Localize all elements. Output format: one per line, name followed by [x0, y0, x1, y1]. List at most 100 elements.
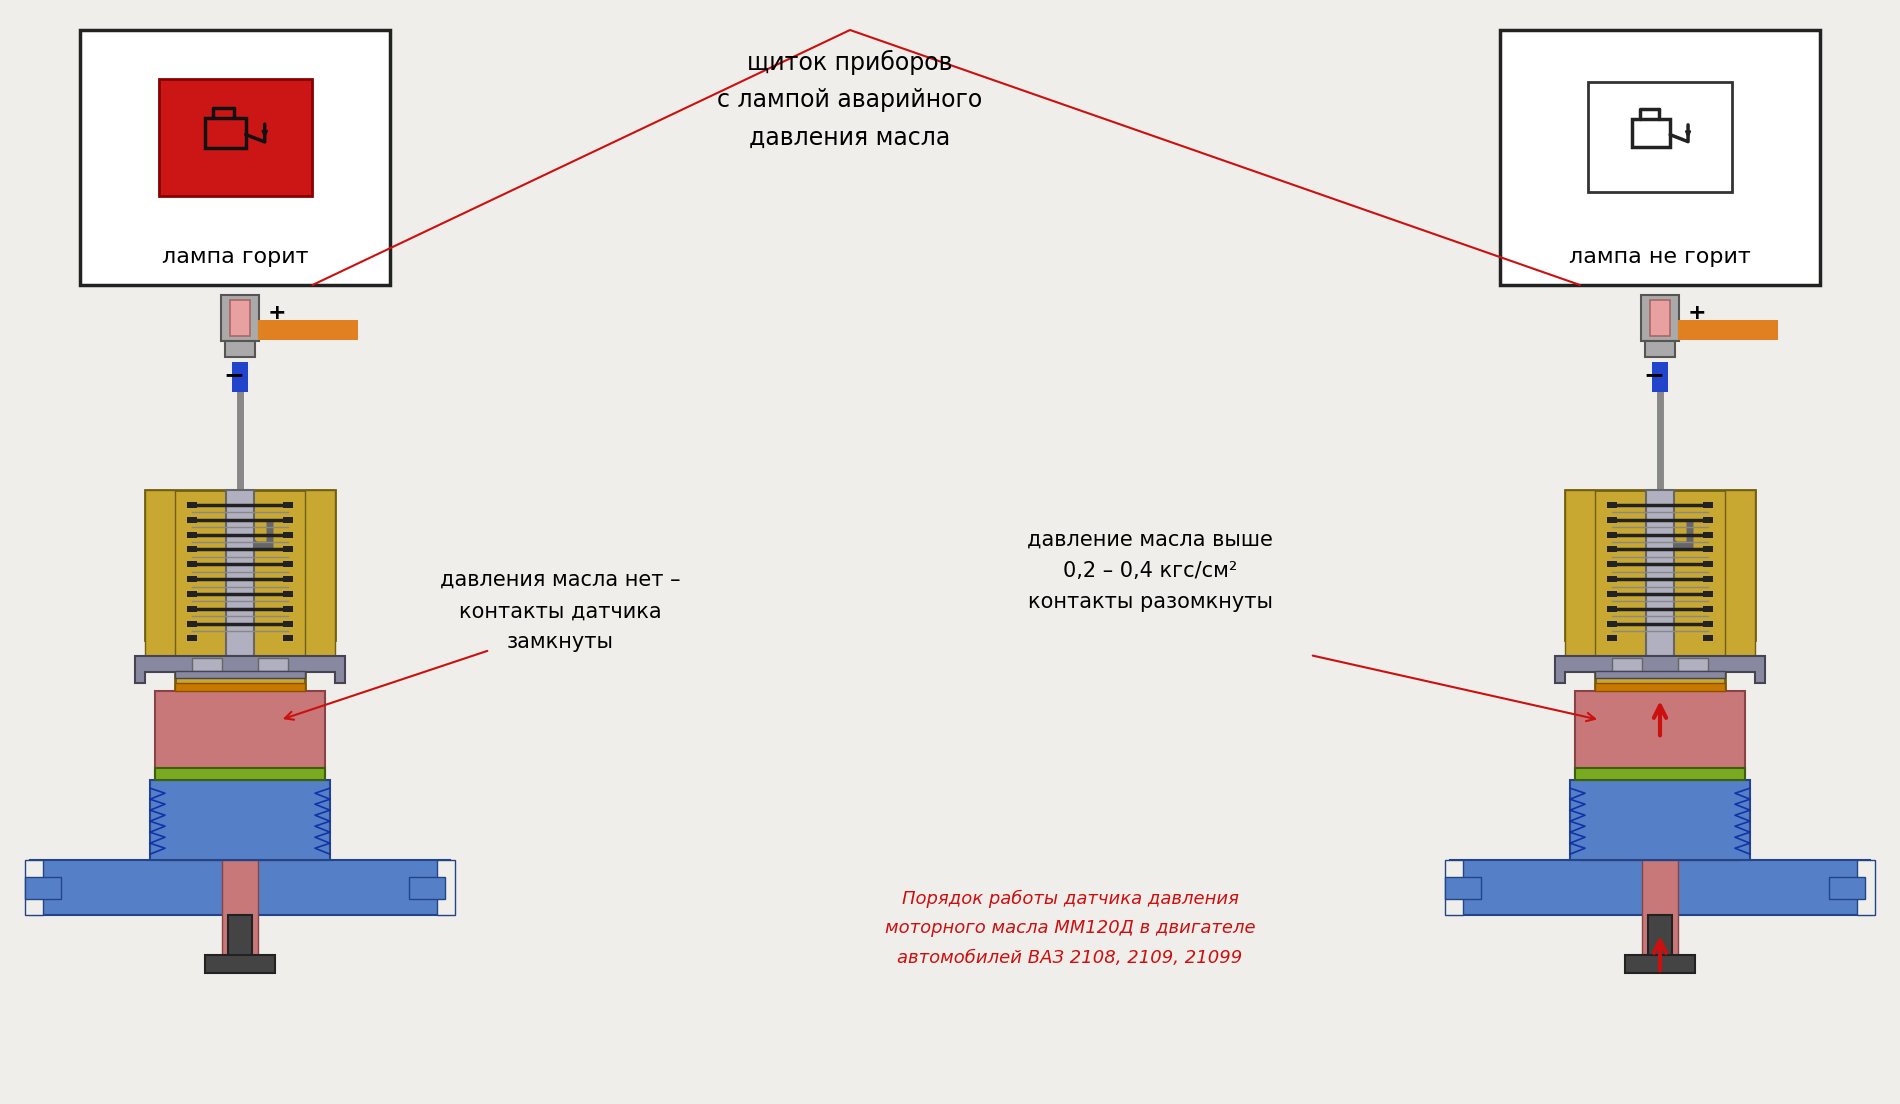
Bar — [1702, 636, 1714, 641]
Bar — [437, 860, 454, 915]
Bar — [1645, 490, 1674, 656]
Bar — [1632, 119, 1670, 147]
Bar — [1446, 877, 1480, 899]
Bar — [1702, 502, 1714, 508]
Text: Порядок работы датчика давления
моторного масла ММ120Д в двигателе
автомобилей В: Порядок работы датчика давления моторног… — [885, 890, 1256, 967]
Bar — [1651, 362, 1668, 392]
Bar — [1642, 295, 1680, 340]
Bar — [1594, 683, 1725, 691]
Bar — [1702, 561, 1714, 567]
Bar — [1611, 658, 1642, 671]
Bar — [175, 683, 306, 691]
Bar — [1830, 877, 1866, 899]
Bar — [30, 860, 450, 915]
Bar — [186, 591, 198, 597]
Text: давление масла выше
0,2 – 0,4 кгс/см²
контакты разомкнуты: давление масла выше 0,2 – 0,4 кгс/см² ко… — [1028, 530, 1273, 613]
Bar — [205, 955, 276, 974]
Bar — [230, 300, 251, 336]
Bar — [150, 781, 331, 860]
Bar — [186, 502, 198, 508]
Polygon shape — [262, 130, 268, 137]
Bar — [1607, 576, 1617, 582]
Text: лампа горит: лампа горит — [162, 247, 308, 267]
Bar — [1607, 532, 1617, 538]
Bar — [80, 30, 389, 285]
Bar — [1607, 606, 1617, 612]
Bar — [160, 691, 319, 860]
Polygon shape — [144, 490, 334, 720]
Bar — [1575, 768, 1744, 781]
Bar — [186, 561, 198, 567]
Polygon shape — [1566, 490, 1756, 720]
Bar — [1607, 517, 1617, 523]
Bar — [283, 517, 293, 523]
Bar — [1588, 82, 1733, 192]
Bar — [192, 658, 222, 671]
Bar — [306, 490, 334, 656]
Bar — [1702, 576, 1714, 582]
Bar — [186, 576, 198, 582]
Bar — [205, 118, 245, 148]
Bar — [1566, 490, 1594, 656]
Bar — [1702, 620, 1714, 627]
Text: щиток приборов
с лампой аварийного
давления масла: щиток приборов с лампой аварийного давле… — [718, 50, 982, 150]
Bar — [283, 636, 293, 641]
Bar — [1642, 860, 1678, 960]
Bar — [1725, 490, 1756, 656]
Bar — [220, 295, 258, 340]
Bar — [1607, 561, 1617, 567]
Bar — [258, 658, 289, 671]
Bar — [175, 671, 306, 678]
Bar — [1702, 591, 1714, 597]
Bar — [226, 490, 255, 656]
Bar — [228, 915, 253, 960]
Bar — [1607, 636, 1617, 641]
Bar — [1647, 915, 1672, 960]
Bar — [25, 877, 61, 899]
Bar — [186, 517, 198, 523]
Bar — [156, 768, 325, 781]
Bar — [186, 636, 198, 641]
Bar — [158, 78, 312, 195]
Text: +: + — [1687, 302, 1706, 323]
Bar — [283, 532, 293, 538]
Bar — [1575, 691, 1744, 776]
Bar — [186, 620, 198, 627]
Bar — [1607, 502, 1617, 508]
Bar — [283, 561, 293, 567]
Text: давления масла нет –
контакты датчика
замкнуты: давления масла нет – контакты датчика за… — [439, 570, 680, 652]
Bar — [1624, 955, 1695, 974]
Bar — [1499, 30, 1820, 285]
Bar — [283, 591, 293, 597]
Text: +: + — [268, 302, 287, 323]
Bar — [1581, 691, 1740, 860]
Text: лампа не горит: лампа не горит — [1569, 247, 1752, 267]
Polygon shape — [1554, 656, 1765, 683]
Bar — [1607, 591, 1617, 597]
Polygon shape — [135, 656, 346, 683]
Bar — [1569, 781, 1750, 860]
Bar — [1856, 860, 1875, 915]
Text: −: − — [224, 363, 245, 388]
Bar — [283, 546, 293, 552]
Bar — [224, 340, 255, 357]
Bar — [283, 620, 293, 627]
Bar — [1450, 860, 1870, 915]
Bar — [232, 362, 249, 392]
Bar — [186, 532, 198, 538]
Bar — [408, 877, 445, 899]
Bar — [1702, 532, 1714, 538]
Bar — [1607, 620, 1617, 627]
Bar — [1702, 606, 1714, 612]
Bar — [258, 320, 357, 340]
Bar — [1607, 546, 1617, 552]
Bar — [283, 606, 293, 612]
Bar — [186, 606, 198, 612]
Bar — [156, 691, 325, 776]
Bar — [1645, 340, 1676, 357]
Bar — [25, 860, 44, 915]
Bar — [1678, 320, 1778, 340]
Bar — [144, 490, 175, 656]
Bar — [222, 860, 258, 960]
Bar — [1649, 300, 1670, 336]
